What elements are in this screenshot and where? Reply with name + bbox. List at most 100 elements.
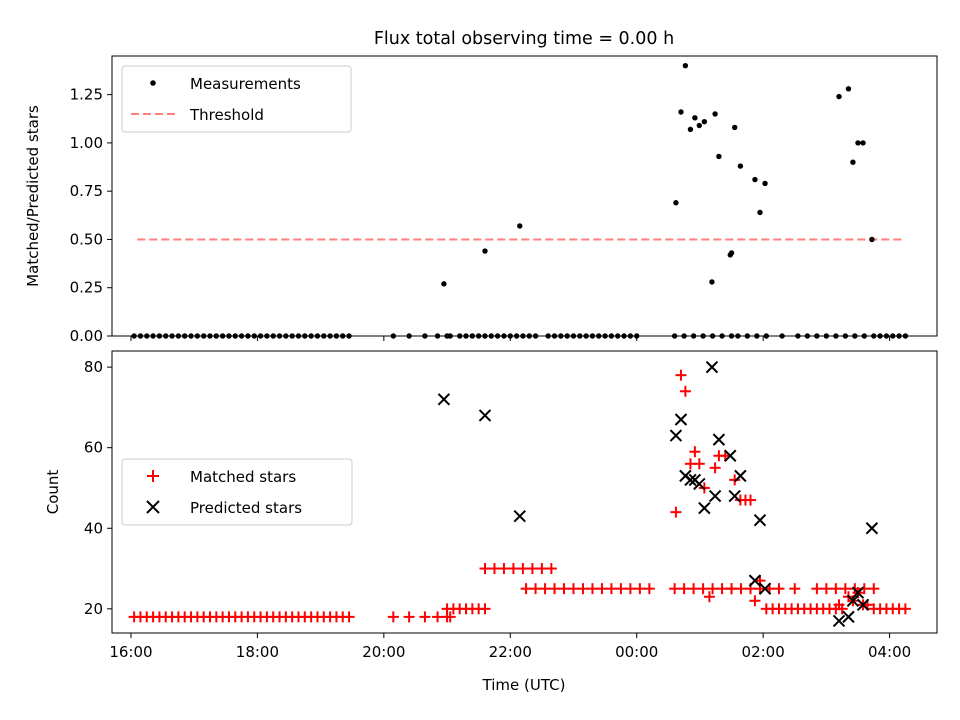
bottom-panel: 20 40 60 80 16:00 18:00 20:00 22:00 00:00 02:00 0… [44,350,938,694]
predicted-star-point [437,393,451,406]
measurement-point [295,333,302,339]
measurement-point [709,279,715,285]
matched-star-point [549,583,561,595]
measurement-point [314,333,321,339]
measurement-point [517,223,523,229]
measurement-point [245,333,251,339]
matched-star-point [670,506,682,518]
measurement-point [690,333,697,339]
measurement-point [457,333,463,339]
measurement-point [188,333,194,339]
measurement-point [608,333,615,339]
matched-star-point [693,458,705,470]
measurement-point [700,333,706,339]
measurement-point [175,333,182,339]
measurement-point [673,200,679,206]
measurement-point [131,333,137,339]
matched-star-point [498,563,510,575]
predicted-star-point [846,594,860,607]
legend-measurements-marker [150,80,156,86]
measurement-point [390,333,397,339]
bottom-points [128,360,911,628]
measurement-point [709,333,716,339]
x-tick-label: 16:00 [109,643,152,661]
measurement-point [763,333,770,339]
measurement-point [219,333,226,339]
matched-star-point [716,583,728,595]
x-axis-label: Time (UTC) [482,676,566,694]
predicted-star-point [728,489,741,503]
measurement-point [902,333,909,339]
measurement-point [869,236,875,243]
x-tick-label: 02:00 [742,643,785,661]
measurement-point [333,333,340,339]
matched-star-point [520,583,532,595]
matched-star-point [615,583,627,595]
matched-star-point [839,583,851,595]
measurement-point [447,333,453,339]
legend-predicted-label: Predicted stars [190,499,302,517]
top-legend-box [121,65,352,133]
measurement-point [732,124,738,131]
measurement-point [501,333,507,339]
measurement-point [251,333,257,339]
matched-star-point [539,583,551,595]
measurement-point [615,333,621,339]
x-tick-label: 00:00 [615,643,658,661]
measurement-point [406,333,412,339]
measurement-point [583,333,589,339]
measurement-point [494,333,501,339]
measurement-point [737,163,744,169]
measurement-point [860,140,866,146]
measurement-point [836,93,842,100]
measurement-point [602,333,608,339]
measurement-point [728,333,735,339]
matched-star-point [726,583,738,595]
measurement-point [779,333,785,339]
matched-star-point [833,599,845,611]
matched-star-point [605,583,617,595]
measurement-point [754,333,760,339]
x-tick-label: 18:00 [236,643,279,661]
matched-star-point [773,583,785,595]
top-y-axis-label: Matched/Predicted stars [24,105,42,287]
measurement-point [621,333,627,339]
top-y-tick-label: 0.50 [70,230,103,248]
top-panel: 0.00 0.25 0.50 0.75 1.00 1.25 Matched/Predict… [24,55,938,345]
measurement-point [762,180,768,187]
matched-star-point [419,611,431,623]
matched-star-point [488,563,500,575]
predicted-star-point [712,433,726,446]
measurement-point [687,126,694,133]
measurement-point [226,333,232,339]
matched-star-point [675,369,687,381]
measurement-point [814,333,820,339]
measurement-point [545,333,551,339]
matched-star-point [735,583,747,595]
measurement-point [627,333,634,339]
matched-star-point [536,563,548,575]
x-tick-label: 20:00 [362,643,405,661]
matched-star-point [567,583,579,595]
measurement-point [321,333,327,339]
bottom-y-tick-label: 80 [84,358,103,376]
matched-star-point [689,446,701,458]
matched-star-point [830,583,842,595]
matched-star-point [526,563,538,575]
top-y-tick-label: 1.25 [70,86,103,104]
top-points [131,62,909,339]
matched-star-point [811,583,823,595]
matched-star-point [749,595,761,607]
top-y-tick-label: 0.25 [70,279,103,297]
top-y-axis: 0.00 0.25 0.50 0.75 1.00 1.25 [70,86,112,345]
matched-star-point [517,563,529,575]
legend-matched-label: Matched stars [190,468,296,486]
x-tick-label: 22:00 [489,643,532,661]
matched-star-point [444,611,456,623]
measurement-point [823,333,830,339]
matched-star-point [709,462,721,474]
measurement-point [896,333,902,339]
matched-star-point [707,583,719,595]
measurement-point [728,250,735,256]
